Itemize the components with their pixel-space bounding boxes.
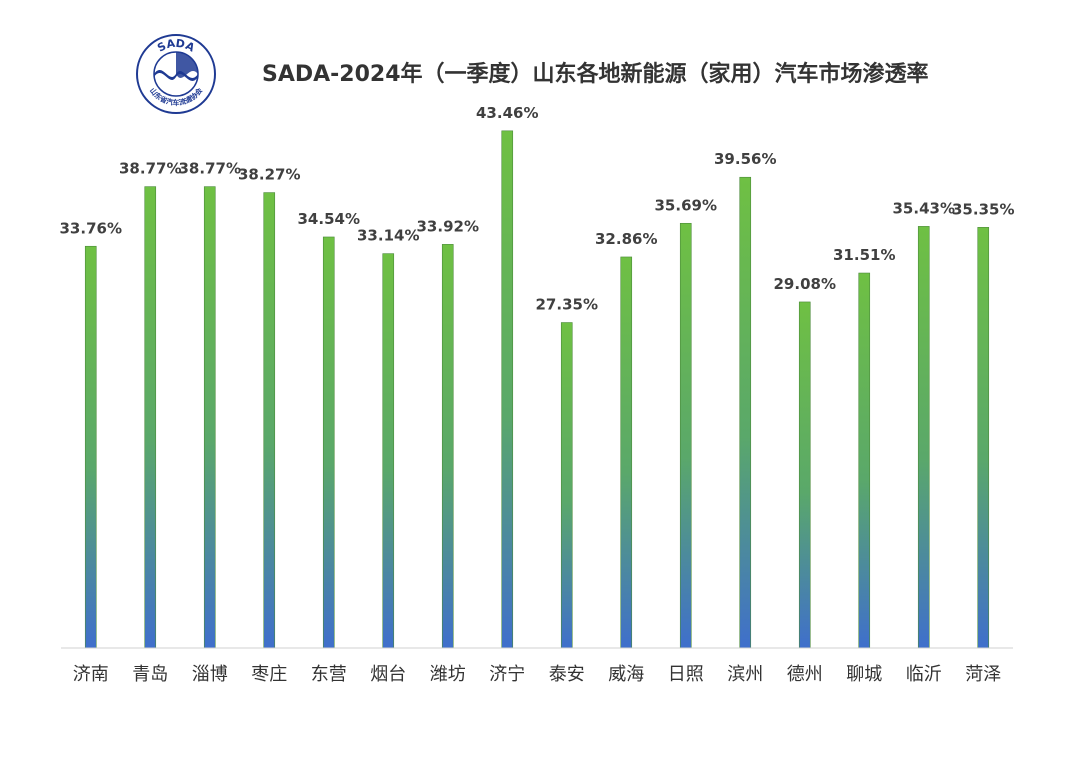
bar-4 xyxy=(322,236,335,649)
category-label-8: 泰安 xyxy=(549,664,585,685)
data-label-3: 38.27% xyxy=(238,166,300,184)
category-label-13: 聊城 xyxy=(846,664,882,685)
category-label-1: 青岛 xyxy=(132,664,168,685)
category-label-0: 济南 xyxy=(73,664,109,685)
data-label-7: 43.46% xyxy=(476,104,538,122)
category-label-2: 淄博 xyxy=(192,664,228,685)
bar-14 xyxy=(917,226,930,649)
data-label-14: 35.43% xyxy=(893,199,955,217)
bar-5 xyxy=(382,253,395,649)
bar-11 xyxy=(739,176,752,649)
chart-title: SADA-2024年（一季度）山东各地新能源（家用）汽车市场渗透率 xyxy=(262,62,929,87)
data-label-4: 34.54% xyxy=(298,210,360,228)
data-label-10: 35.69% xyxy=(655,196,717,214)
data-label-0: 33.76% xyxy=(60,219,122,237)
bar-10 xyxy=(679,222,692,649)
category-label-14: 临沂 xyxy=(906,664,942,685)
bar-7 xyxy=(501,130,514,649)
category-label-7: 济宁 xyxy=(489,664,525,685)
category-label-3: 枣庄 xyxy=(251,664,287,685)
bar-6 xyxy=(441,244,454,649)
data-label-11: 39.56% xyxy=(714,150,776,168)
logo-emblem-shape xyxy=(154,70,198,81)
bars-layer xyxy=(84,130,990,649)
bar-1 xyxy=(144,186,157,649)
labels-layer: 33.76%38.77%38.77%38.27%34.54%33.14%33.9… xyxy=(60,104,1015,314)
category-label-6: 潍坊 xyxy=(430,664,466,685)
categories-layer: 济南 青岛 淄博 枣庄 东营 烟台 潍坊 济宁 泰安 威海 日照 滨州 德州 聊城 临沂 菏泽 xyxy=(73,664,1002,685)
data-label-5: 33.14% xyxy=(357,227,419,245)
data-label-15: 35.35% xyxy=(952,200,1014,218)
data-label-9: 32.86% xyxy=(595,230,657,248)
bar-8 xyxy=(560,322,573,649)
data-label-2: 38.77% xyxy=(179,160,241,178)
category-label-4: 东营 xyxy=(311,664,347,685)
data-label-6: 33.92% xyxy=(417,217,479,235)
data-label-13: 31.51% xyxy=(833,246,895,264)
data-label-1: 38.77% xyxy=(119,160,181,178)
bar-2 xyxy=(203,186,216,649)
data-label-12: 29.08% xyxy=(774,275,836,293)
category-label-15: 菏泽 xyxy=(965,664,1001,685)
bar-15 xyxy=(977,227,990,649)
category-label-5: 烟台 xyxy=(370,664,406,685)
bar-13 xyxy=(858,272,871,649)
category-label-11: 滨州 xyxy=(727,664,763,685)
bar-3 xyxy=(263,192,276,649)
sada-logo: SADA 山东省汽车流通协会 xyxy=(136,34,216,114)
category-label-9: 威海 xyxy=(608,664,644,685)
bar-12 xyxy=(798,301,811,649)
bar-0 xyxy=(84,245,97,649)
category-label-10: 日照 xyxy=(668,664,704,685)
category-label-12: 德州 xyxy=(787,664,823,685)
data-label-8: 27.35% xyxy=(536,296,598,314)
bar-9 xyxy=(620,256,633,649)
